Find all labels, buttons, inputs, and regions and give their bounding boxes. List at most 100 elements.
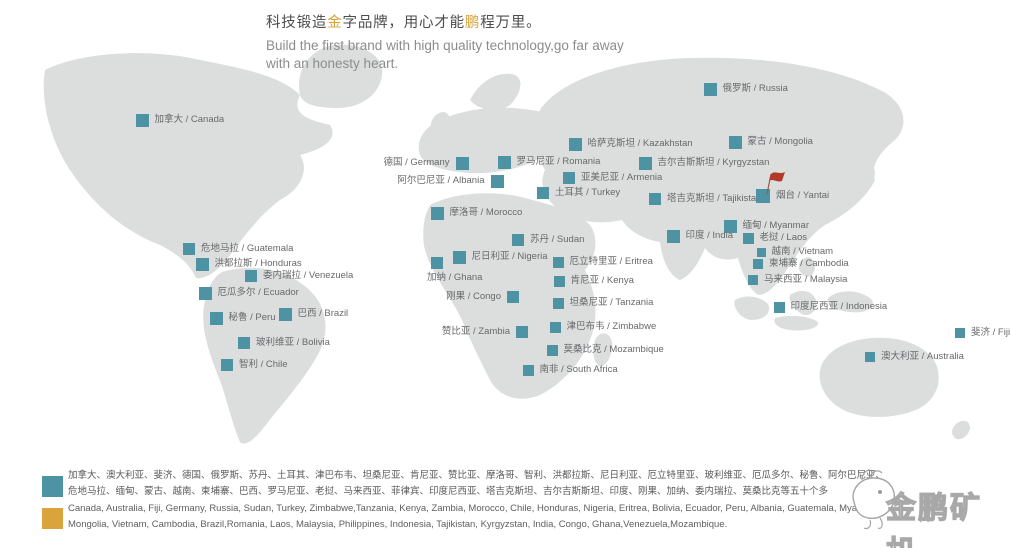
marker-label: 危地马拉 / Guatemala [201, 243, 294, 254]
red-flag-icon [766, 172, 785, 195]
slogan-en-line2: with an honesty heart. [266, 56, 399, 71]
marker-label: 莫桑比克 / Mozambique [563, 344, 664, 355]
marker-label: 巴西 / Brazil [297, 308, 349, 319]
slogan-en-line1: Build the first brand with high quality … [266, 38, 624, 53]
continent-asia [535, 57, 904, 295]
region-british-isles [430, 112, 451, 138]
marker-square-icon [452, 250, 466, 264]
region-java [774, 315, 819, 331]
marker-square-icon [753, 259, 763, 269]
marker-square-icon [507, 291, 519, 303]
legend-cn-line2: 危地马拉、缅甸、蒙古、越南、柬埔寨、巴西、罗马尼亚、老挝、马来西亚、菲律宾、印度… [68, 486, 829, 497]
continent-north-america [43, 53, 333, 279]
marker-square-icon [552, 297, 564, 309]
jinpeng-logo-text: 金鹏矿机 [885, 491, 982, 548]
marker-label: 柬埔寨 / Cambodia [769, 258, 849, 269]
marker-square-icon [516, 326, 528, 338]
marker-square-icon [552, 256, 564, 268]
marker-label: 土耳其 / Turkey [555, 187, 621, 198]
marker-label: 玻利维亚 / Bolivia [256, 337, 330, 348]
legend-en-line1: Canada, Australia, Fiji, Germany, Russia… [68, 503, 881, 514]
region-madagascar [593, 333, 613, 367]
slogan-cn-part1: 科技锻造 [266, 15, 328, 31]
marker-square-icon [723, 219, 737, 233]
marker-label: 塔吉克斯坦 / Tajikistan [667, 193, 762, 204]
marker-square-icon [431, 257, 443, 269]
marker-square-icon [512, 234, 524, 246]
marker-square-icon [183, 243, 195, 255]
marker-square-icon [278, 307, 292, 321]
marker-square-icon [497, 155, 511, 169]
marker-label: 坦桑尼亚 / Tanzania [569, 297, 654, 308]
marker-square-icon [546, 344, 558, 356]
marker-label: 斐济 / Fiji [971, 327, 1011, 338]
marker-label: 缅甸 / Myanmar [742, 220, 810, 231]
continent-australia [819, 337, 939, 417]
region-new-guinea [827, 291, 873, 313]
slogan-cn-gold-jin: 金 [327, 15, 343, 31]
continent-europe [418, 107, 557, 174]
marker-label: 智利 / Chile [239, 359, 288, 370]
marker-label: 罗马尼亚 / Romania [516, 156, 601, 167]
marker-label: 越南 / Vietnam [771, 246, 834, 257]
marker-square-icon [195, 257, 209, 271]
marker-square-icon [703, 82, 717, 96]
marker-square-icon [638, 156, 652, 170]
marker-square-icon [563, 172, 575, 184]
marker-square-icon [455, 156, 469, 170]
marker-square-icon [568, 137, 582, 151]
marker-square-icon [728, 135, 742, 149]
legend-gold-swatch [42, 508, 63, 529]
marker-square-icon [522, 364, 534, 376]
marker-square-icon [756, 247, 766, 257]
marker-label: 肯尼亚 / Kenya [570, 275, 634, 286]
marker-square-icon [537, 187, 549, 199]
marker-square-icon [553, 275, 565, 287]
continent-greenland [299, 44, 383, 108]
marker-label: 刚果 / Congo [446, 291, 501, 302]
marker-square-icon [430, 206, 444, 220]
legend-en-line2: Mongolia, Vietnam, Cambodia, Brazil,Roma… [68, 519, 728, 530]
legend-chinese-countries: 加拿大、澳大利亚、斐济、德国、俄罗斯、苏丹、土耳其、津巴布韦、坦桑尼亚、肯尼亚、… [68, 468, 885, 500]
marker-label: 南非 / South Africa [539, 364, 618, 375]
marker-label: 印度尼西亚 / Indonesia [790, 301, 888, 312]
marker-label: 厄瓜多尔 / Ecuador [217, 287, 299, 298]
marker-label: 阿尔巴尼亚 / Albania [397, 175, 485, 186]
marker-square-icon [742, 232, 754, 244]
legend-cn-line1: 加拿大、澳大利亚、斐济、德国、俄罗斯、苏丹、土耳其、津巴布韦、坦桑尼亚、肯尼亚、… [68, 470, 886, 481]
marker-label: 印度 / India [685, 230, 734, 241]
marker-label: 烟台 / Yantai [776, 190, 830, 201]
header-slogan: 科技锻造金字品牌，用心才能鹏程万里。 Build the first brand… [266, 11, 624, 73]
slogan-chinese: 科技锻造金字品牌，用心才能鹏程万里。 [266, 11, 624, 32]
marker-label: 摩洛哥 / Morocco [449, 207, 523, 218]
marker-square-icon [549, 321, 561, 333]
marker-square-icon [955, 328, 965, 338]
marker-square-icon [748, 275, 758, 285]
marker-square-icon [135, 113, 149, 127]
marker-label: 苏丹 / Sudan [530, 234, 585, 245]
slogan-english: Build the first brand with high quality … [266, 37, 624, 73]
continent-south-america [203, 268, 326, 444]
slogan-cn-gold-peng: 鹏 [464, 15, 481, 31]
region-sumatra [734, 296, 770, 320]
marker-label: 津巴布韦 / Zimbabwe [566, 321, 657, 332]
marker-label: 吉尔吉斯斯坦 / Kyrgyzstan [657, 157, 770, 168]
marker-label: 哈萨克斯坦 / Kazakhstan [587, 138, 693, 149]
legend-english-countries: Canada, Australia, Fiji, Germany, Russia… [68, 501, 881, 533]
marker-label: 尼日利亚 / Nigeria [471, 251, 548, 262]
legend-teal-swatch [42, 476, 63, 497]
marker-label: 亚美尼亚 / Armenia [581, 172, 663, 183]
slogan-cn-part3: 程万里。 [480, 15, 542, 31]
marker-label: 加纳 / Ghana [427, 272, 483, 283]
region-japan [845, 162, 875, 202]
marker-label: 蒙古 / Mongolia [747, 136, 813, 147]
marker-square-icon [198, 286, 212, 300]
marker-label: 澳大利亚 / Australia [881, 351, 964, 362]
marker-label: 厄立特里亚 / Eritrea [569, 256, 653, 267]
marker-square-icon [756, 189, 770, 203]
marker-square-icon [238, 337, 250, 349]
region-philippines [798, 257, 815, 277]
marker-square-icon [245, 270, 257, 282]
